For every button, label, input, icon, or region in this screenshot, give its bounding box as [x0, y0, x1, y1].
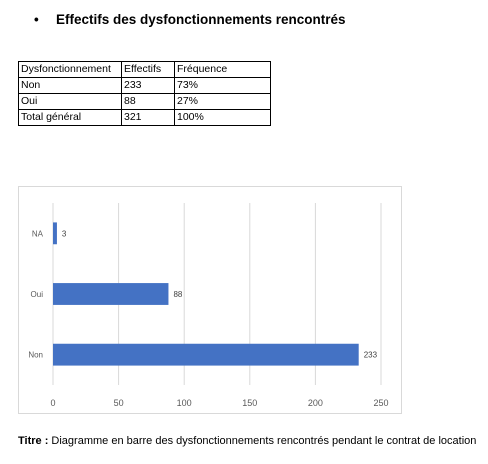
table-cell: 27%: [174, 93, 271, 110]
table-cell: Non: [18, 77, 122, 94]
frequency-table: Dysfonctionnement Effectifs Fréquence No…: [18, 61, 271, 126]
category-label: NA: [32, 229, 44, 238]
data-label: 88: [173, 290, 182, 299]
table-cell: 73%: [174, 77, 271, 94]
table-cell: 233: [121, 77, 175, 94]
section-heading-text: Effectifs des dysfonctionnements rencont…: [56, 12, 346, 27]
caption-label: Titre :: [18, 435, 49, 447]
figure-caption: Titre : Diagramme en barre des dysfoncti…: [18, 434, 480, 448]
bar-chart-svg: 0 50 100 150 200 250 NA 3 Oui 88 Non 233: [28, 203, 389, 408]
data-label: 233: [364, 351, 378, 360]
category-label: Oui: [31, 290, 44, 299]
header-cell: Dysfonctionnement: [18, 61, 122, 78]
table-cell: 321: [121, 109, 175, 126]
table-cell: 100%: [174, 109, 271, 126]
bar: [53, 343, 359, 366]
x-tick-label: 100: [177, 398, 192, 408]
x-tick-label: 0: [50, 398, 55, 408]
table-cell: Total général: [18, 109, 122, 126]
table-cell: Oui: [18, 93, 122, 110]
section-heading: • Effectifs des dysfonctionnements rencon…: [34, 12, 346, 27]
data-label: 3: [62, 229, 67, 238]
x-tick-label: 50: [114, 398, 124, 408]
table-row: Total général 321 100%: [18, 109, 271, 126]
category-label: Non: [28, 351, 43, 360]
bar: [53, 222, 57, 245]
bar-chart: 0 50 100 150 200 250 NA 3 Oui 88 Non 233: [18, 186, 402, 414]
table-row: Non 233 73%: [18, 77, 271, 94]
bullet-glyph: •: [34, 12, 39, 27]
header-cell: Effectifs: [121, 61, 175, 78]
x-tick-label: 150: [242, 398, 257, 408]
x-tick-label: 250: [373, 398, 388, 408]
table-cell: 88: [121, 93, 175, 110]
table-row: Oui 88 27%: [18, 93, 271, 110]
bar: [53, 283, 169, 305]
table-header-row: Dysfonctionnement Effectifs Fréquence: [18, 61, 271, 78]
x-tick-label: 200: [308, 398, 323, 408]
caption-text: Diagramme en barre des dysfonctionnement…: [51, 435, 477, 447]
header-cell: Fréquence: [174, 61, 271, 78]
